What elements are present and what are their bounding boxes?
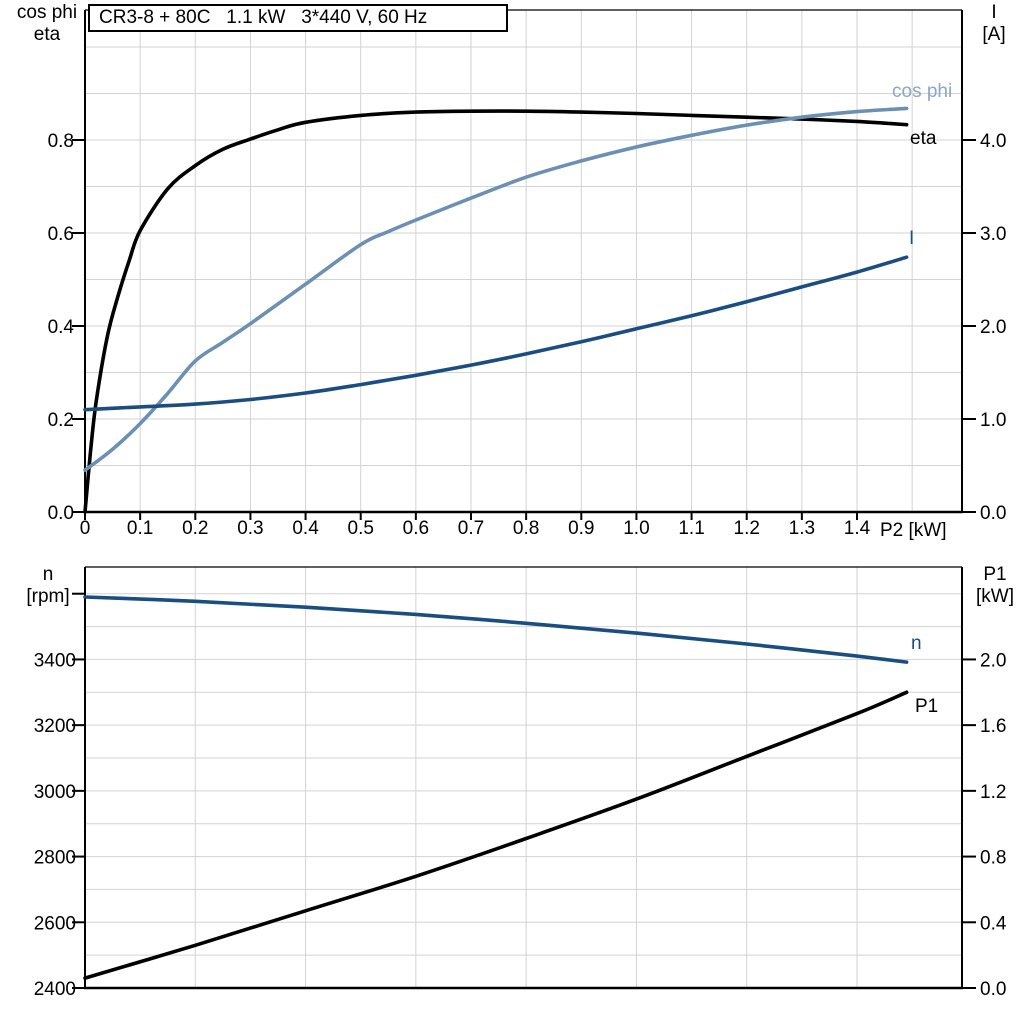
y-right-axis-title-top: I [A] [966,2,1022,46]
y-right-tick-label: 2.0 [980,650,1006,671]
curve-eta [83,109,909,514]
curve-label-current: I [909,228,915,249]
y-left-tick-label: 2400 [34,979,76,1000]
y-right-tick-label: 1.2 [980,782,1006,803]
x-tick-label: 0.3 [237,518,263,539]
x-tick-label: 1.2 [734,518,760,539]
y-right-tick-label: 2.0 [980,317,1006,338]
y-left-tick-label: 0.6 [48,224,74,245]
curve-label-cos-phi: cos phi [892,81,953,102]
eta-axis-label: eta [33,24,61,45]
y-left-tick-label: 2600 [34,913,76,934]
current-unit-label: [A] [982,24,1006,45]
y-left-tick-label: 2800 [34,848,76,869]
curve-label-speed: n [911,633,922,654]
curve-p1 [83,690,909,980]
x-tick-label: 0.7 [458,518,484,539]
curve-label-power: P1 [915,696,939,717]
current-axis-label: I [991,2,997,23]
y-left-tick-label: 3400 [34,650,76,671]
y-left-tick-label: 0.2 [48,410,74,431]
y-left-tick-label: 0.4 [48,317,75,338]
x-tick-label: 0.4 [292,518,319,539]
x-tick-label: 1.1 [678,518,704,539]
curve-i [83,255,909,412]
y-right-tick-label: 1.6 [980,716,1006,737]
x-tick-label: 0.2 [182,518,208,539]
y-right-tick-label: 4.0 [980,131,1006,152]
y-right-tick-label: 1.0 [980,410,1006,431]
x-tick-label: 0.6 [403,518,429,539]
speed-unit-label: [rpm] [26,586,70,607]
x-tick-label: 0.8 [513,518,539,539]
x-tick-label: 0.5 [348,518,374,539]
x-tick-label: 1.3 [789,518,815,539]
x-tick-label: 0.9 [568,518,594,539]
speed-axis-label: n [42,564,54,585]
y-left-tick-label: 0.8 [48,131,74,152]
x-tick-label: 0.1 [127,518,153,539]
cos-phi-axis-label: cos phi [16,2,78,23]
x-tick-label: 1.4 [844,518,871,539]
y-right-tick-label: 0.0 [980,503,1006,524]
y-left-tick-label: 3200 [34,716,76,737]
power-axis-label: P1 [983,564,1007,585]
x-tick-label: 1.0 [623,518,649,539]
y-left-axis-title-top: cos phi eta [9,2,85,46]
curve-cos-phi [83,106,909,472]
y-left-tick-label: 3000 [34,782,76,803]
y-right-axis-title-bottom: P1 [kW] [966,564,1024,608]
y-right-tick-label: 0.0 [980,979,1006,1000]
y-right-tick-label: 0.4 [980,913,1007,934]
y-left-tick-label: 0.0 [48,503,74,524]
y-right-tick-label: 0.8 [980,848,1006,869]
power-unit-label: [kW] [976,586,1014,607]
x-axis-unit-label: P2 [kW] [880,520,947,541]
curve-n [83,595,909,664]
y-left-axis-title-bottom: n [rpm] [10,564,86,608]
x-tick-label: 0 [80,518,91,539]
curve-label-eta: eta [910,128,937,149]
y-right-tick-label: 3.0 [980,224,1006,245]
chart-title: CR3-8 + 80C 1.1 kW 3*440 V, 60 Hz [88,4,508,32]
